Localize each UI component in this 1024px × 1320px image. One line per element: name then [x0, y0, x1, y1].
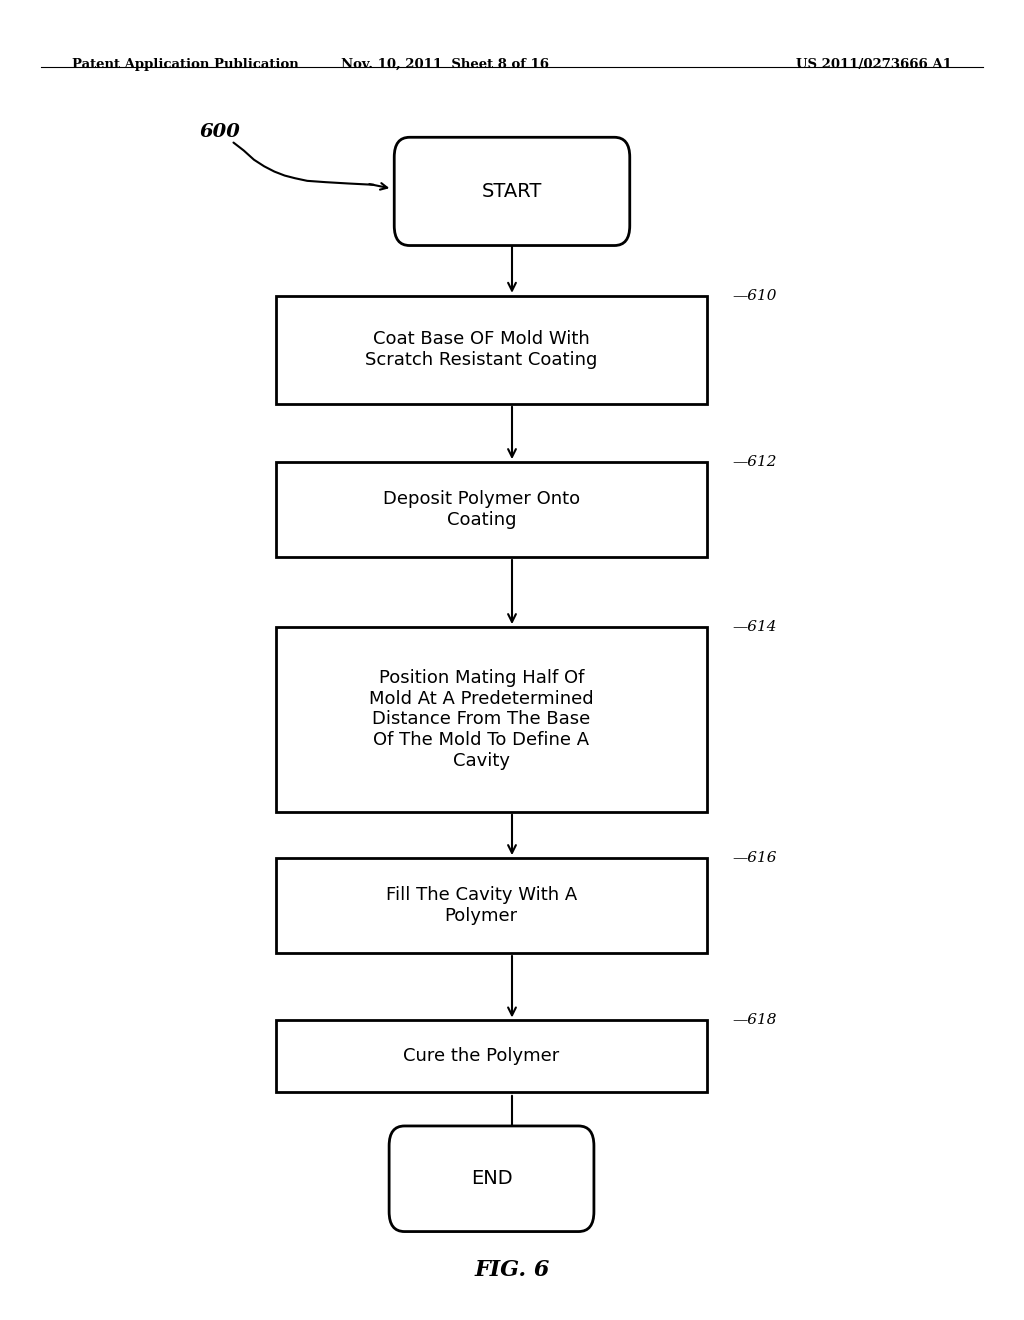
- Text: —618: —618: [732, 1014, 776, 1027]
- Text: —616: —616: [732, 851, 776, 866]
- Text: Patent Application Publication: Patent Application Publication: [72, 58, 298, 71]
- Text: Position Mating Half Of
Mold At A Predetermined
Distance From The Base
Of The Mo: Position Mating Half Of Mold At A Predet…: [369, 669, 594, 770]
- Bar: [276, 858, 707, 953]
- Text: START: START: [482, 182, 542, 201]
- Bar: [276, 462, 707, 557]
- Text: —612: —612: [732, 455, 776, 470]
- Bar: [276, 627, 707, 812]
- Text: US 2011/0273666 A1: US 2011/0273666 A1: [797, 58, 952, 71]
- Text: FIG. 6: FIG. 6: [474, 1259, 550, 1280]
- Text: Fill The Cavity With A
Polymer: Fill The Cavity With A Polymer: [386, 886, 577, 925]
- Text: Coat Base OF Mold With
Scratch Resistant Coating: Coat Base OF Mold With Scratch Resistant…: [366, 330, 597, 370]
- Text: Cure the Polymer: Cure the Polymer: [403, 1047, 559, 1065]
- Bar: [276, 296, 707, 404]
- FancyBboxPatch shape: [394, 137, 630, 246]
- Text: Deposit Polymer Onto
Coating: Deposit Polymer Onto Coating: [383, 490, 580, 529]
- Text: 600: 600: [200, 123, 241, 141]
- Bar: [276, 1019, 707, 1093]
- Text: —614: —614: [732, 620, 776, 635]
- Text: END: END: [471, 1170, 512, 1188]
- FancyBboxPatch shape: [389, 1126, 594, 1232]
- Text: —610: —610: [732, 289, 776, 304]
- Text: Nov. 10, 2011  Sheet 8 of 16: Nov. 10, 2011 Sheet 8 of 16: [341, 58, 550, 71]
